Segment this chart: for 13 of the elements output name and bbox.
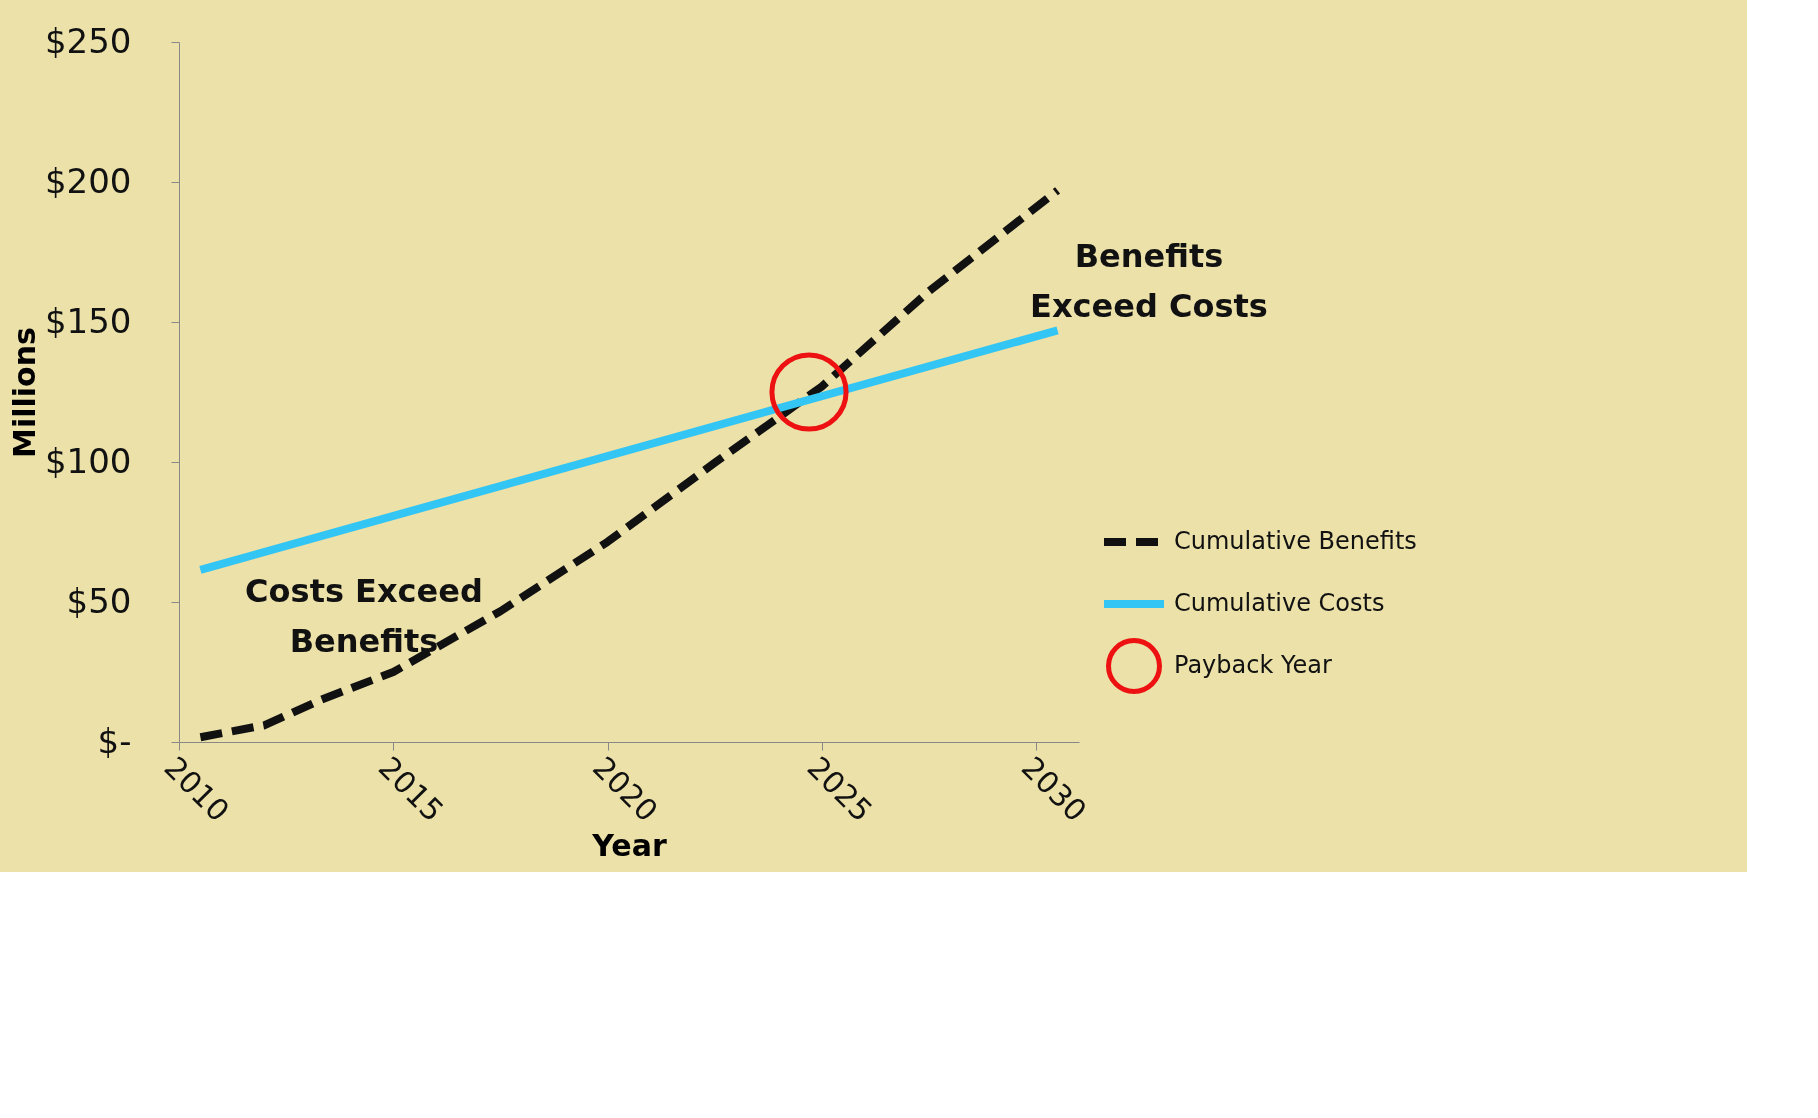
annotation: Benefits Exceed Costs — [1030, 237, 1268, 325]
legend-label: Payback Year — [1174, 651, 1332, 679]
y-tick-label: $200 — [44, 160, 132, 201]
legend-label: Cumulative Benefits — [1174, 527, 1417, 555]
y-tick-label: $150 — [44, 300, 132, 341]
y-axis-title: Millions — [6, 327, 42, 458]
y-tick-label: $100 — [44, 440, 132, 481]
y-tick-label: $250 — [44, 20, 132, 61]
legend-label: Cumulative Costs — [1174, 589, 1385, 617]
y-tick-label: $50 — [66, 580, 132, 621]
annotation: Costs Exceed Benefits — [245, 572, 483, 660]
x-axis-title: Year — [591, 827, 667, 863]
y-tick-label: $- — [97, 720, 132, 761]
